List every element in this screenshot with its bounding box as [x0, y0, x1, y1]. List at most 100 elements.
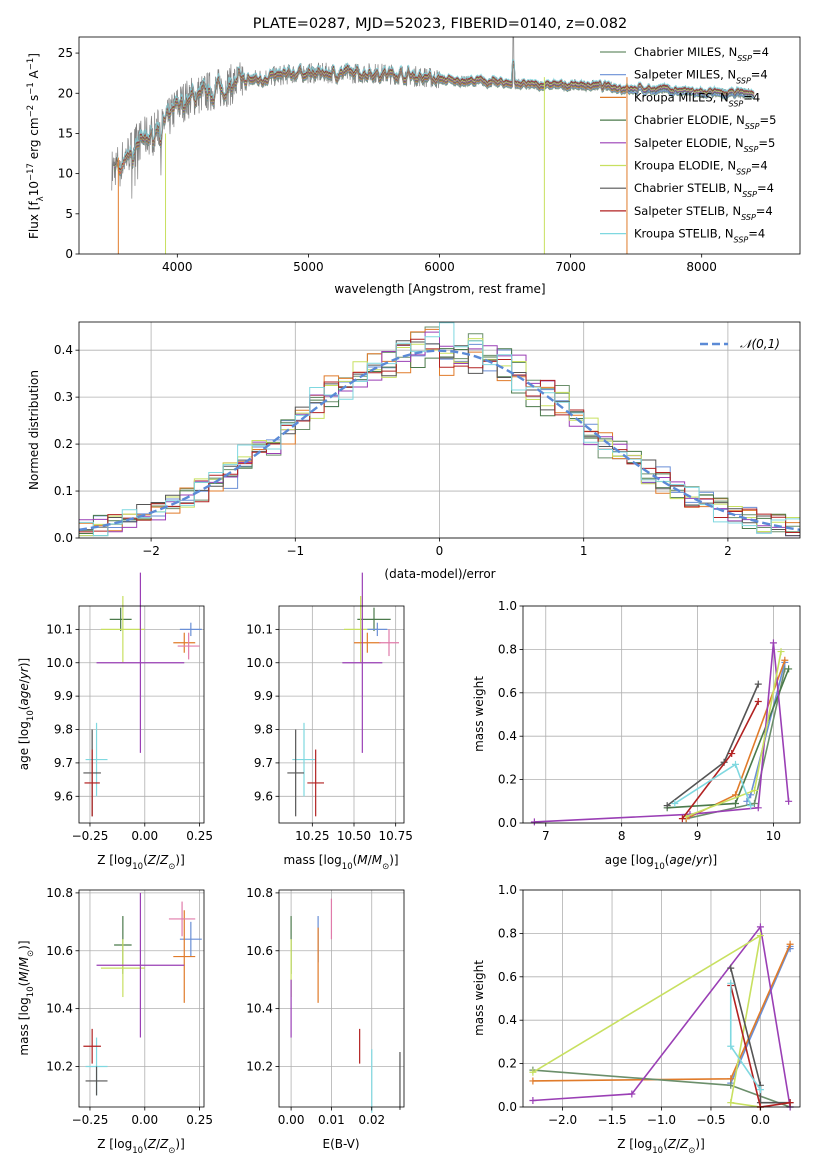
series-line [532, 924, 791, 1108]
plot-area [83, 572, 202, 817]
x-tick-label: 1 [580, 544, 588, 558]
plot-area [287, 572, 399, 817]
x-axis-label: mass [log10(M/M⊙)] [283, 853, 398, 872]
chart-title: PLATE=0287, MJD=52023, FIBERID=0140, z=0… [253, 16, 627, 32]
plot-area [111, 36, 755, 254]
y-tick-label: 1.0 [498, 883, 517, 897]
legend: Chabrier MILES, NSSP=4 Salpeter MILES, NS… [600, 45, 776, 244]
data-marker [750, 786, 758, 794]
legend-label: Kroupa ELODIE, NSSP=4 [634, 159, 768, 177]
x-tick-label: 7000 [555, 260, 586, 274]
axes-frame [278, 605, 405, 824]
y-tick-label: 10 [58, 167, 73, 181]
y-tick-label: 10.1 [46, 622, 73, 636]
errorbar-point [177, 632, 200, 660]
x-axis-label: age [log10(age/yr)] [605, 853, 718, 872]
y-tick-label: 0.0 [54, 531, 73, 545]
x-tick-label: −0.5 [696, 1113, 725, 1127]
x-tick-label: 10.75 [378, 829, 412, 843]
y-tick-label: 9.7 [54, 756, 73, 770]
y-tick-label: 20 [58, 86, 73, 100]
data-marker [777, 648, 785, 656]
y-axis-label: mass weight [472, 676, 486, 752]
data-marker [529, 1068, 537, 1076]
data-marker [786, 1099, 794, 1107]
y-tick-label: 0.6 [498, 970, 517, 984]
x-tick-label: −2.0 [548, 1113, 577, 1127]
errorbar-point [179, 921, 202, 957]
errorbar-point [168, 901, 196, 937]
x-tick-label: 10.50 [337, 829, 371, 843]
y-tick-label: 0.2 [498, 773, 517, 787]
errorbar-point [287, 729, 304, 817]
legend-label: Chabrier STELIB, NSSP=4 [634, 181, 774, 199]
data-marker [671, 799, 679, 807]
x-tick-label: 0.25 [186, 1113, 213, 1127]
y-tick-label: 0.2 [54, 437, 73, 451]
data-marker [754, 680, 762, 688]
data-marker [678, 815, 686, 823]
errorbar-point [354, 632, 381, 653]
y-tick-label: 0.3 [54, 390, 73, 404]
legend-label: 𝒩(0,1) [740, 337, 780, 351]
y-tick-label: 5 [65, 207, 73, 221]
x-tick-label: −0.25 [72, 1113, 109, 1127]
y-tick-label: 9.8 [54, 723, 73, 737]
x-axis-label: (data-model)/error [384, 567, 495, 581]
series-line [729, 967, 791, 1104]
x-tick-label: 9 [694, 829, 702, 843]
x-axis-label: Z [log10(Z/Z⊙)] [97, 853, 185, 872]
axes-age_vs_mass [279, 572, 404, 823]
legend-label: Kroupa MILES, NSSP=4 [634, 90, 760, 108]
plot-area [529, 923, 794, 1111]
legend-label: Chabrier ELODIE, NSSP=5 [634, 113, 776, 131]
errorbar-point [85, 722, 108, 797]
y-tick-label: 0.4 [498, 729, 517, 743]
residual-histogram [79, 338, 800, 534]
legend-label: Chabrier MILES, NSSP=4 [634, 45, 769, 63]
errorbar-point [96, 892, 185, 1038]
model-spectrum [116, 58, 755, 169]
errorbar-point [367, 622, 388, 637]
plot-area [83, 892, 202, 1096]
errorbar-point [173, 910, 196, 1003]
data-marker [529, 1096, 537, 1104]
data-marker [785, 665, 793, 673]
data-marker [731, 760, 739, 768]
x-tick-label: 4000 [162, 260, 193, 274]
data-marker [781, 656, 789, 664]
data-marker [663, 802, 671, 810]
data-marker [727, 964, 735, 972]
y-tick-label: 9.6 [254, 789, 273, 803]
x-tick-label: 0 [436, 544, 444, 558]
x-axis-label: wavelength [Angstrom, rest frame] [334, 282, 545, 296]
axes-frame [78, 605, 205, 824]
data-marker [754, 697, 762, 705]
x-tick-label: 0.00 [131, 1113, 158, 1127]
errorbar-point [83, 1028, 101, 1064]
y-axis-label: mass weight [472, 960, 486, 1036]
plot-area [290, 898, 401, 1113]
data-marker [756, 923, 764, 931]
axes-frame [522, 605, 801, 824]
data-marker [750, 799, 758, 807]
errorbar-point [307, 749, 324, 817]
axes-mass_vs_ebv [279, 890, 404, 1113]
data-marker [786, 940, 794, 948]
x-axis-label: Z [log10(Z/Z⊙)] [617, 1137, 705, 1156]
errorbar-point [84, 749, 100, 817]
errorbar-point [109, 607, 132, 632]
y-tick-label: 0.6 [498, 686, 517, 700]
model-spectrum [116, 64, 626, 175]
x-tick-label: 5000 [293, 260, 324, 274]
axes-weight_vs_age [523, 605, 800, 826]
data-marker [727, 1099, 735, 1107]
x-tick-label: 0.25 [186, 829, 213, 843]
residual-histogram [79, 331, 800, 537]
y-tick-label: 10.8 [46, 886, 73, 900]
y-axis-label: Normed distribution [27, 370, 41, 490]
x-tick-label: 6000 [424, 260, 455, 274]
axes-spectrum [111, 36, 755, 254]
x-tick-label: 7 [542, 829, 550, 843]
data-marker [727, 1075, 735, 1083]
